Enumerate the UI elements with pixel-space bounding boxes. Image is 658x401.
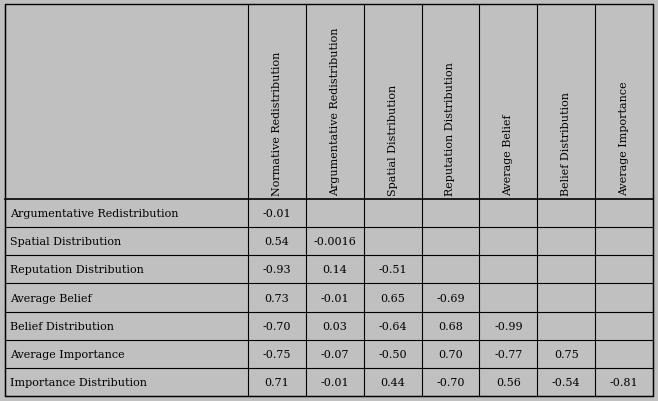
Text: 0.03: 0.03 [322, 321, 347, 331]
Text: -0.01: -0.01 [320, 293, 349, 303]
Text: -0.51: -0.51 [378, 265, 407, 275]
Text: Spatial Distribution: Spatial Distribution [388, 85, 397, 196]
Text: Spatial Distribution: Spatial Distribution [10, 237, 121, 247]
Text: -0.07: -0.07 [320, 349, 349, 359]
Text: Average Belief: Average Belief [503, 114, 513, 196]
Text: 0.68: 0.68 [438, 321, 463, 331]
Text: 0.14: 0.14 [322, 265, 347, 275]
Text: 0.56: 0.56 [496, 377, 520, 387]
Text: -0.77: -0.77 [494, 349, 522, 359]
Text: -0.70: -0.70 [436, 377, 465, 387]
Text: -0.75: -0.75 [263, 349, 291, 359]
Text: -0.81: -0.81 [610, 377, 638, 387]
Text: Belief Distribution: Belief Distribution [561, 92, 571, 196]
Text: -0.01: -0.01 [320, 377, 349, 387]
Text: 0.54: 0.54 [265, 237, 290, 247]
Text: 0.73: 0.73 [265, 293, 290, 303]
Text: Argumentative Redistribution: Argumentative Redistribution [10, 209, 178, 219]
Text: -0.0016: -0.0016 [313, 237, 356, 247]
Text: -0.70: -0.70 [263, 321, 291, 331]
Text: -0.99: -0.99 [494, 321, 522, 331]
Text: -0.54: -0.54 [552, 377, 580, 387]
Text: Average Belief: Average Belief [10, 293, 91, 303]
Text: -0.01: -0.01 [263, 209, 291, 219]
Text: 0.70: 0.70 [438, 349, 463, 359]
Text: 0.44: 0.44 [380, 377, 405, 387]
Text: 0.71: 0.71 [265, 377, 290, 387]
Text: Argumentative Redistribution: Argumentative Redistribution [330, 27, 340, 196]
Text: -0.69: -0.69 [436, 293, 465, 303]
Text: Importance Distribution: Importance Distribution [10, 377, 147, 387]
Text: Normative Redistribution: Normative Redistribution [272, 51, 282, 196]
Text: -0.64: -0.64 [378, 321, 407, 331]
Text: Reputation Distribution: Reputation Distribution [10, 265, 144, 275]
Text: -0.50: -0.50 [378, 349, 407, 359]
Text: -0.93: -0.93 [263, 265, 291, 275]
Text: 0.75: 0.75 [554, 349, 578, 359]
Text: Average Importance: Average Importance [10, 349, 124, 359]
Text: 0.65: 0.65 [380, 293, 405, 303]
Text: Belief Distribution: Belief Distribution [10, 321, 114, 331]
Text: Reputation Distribution: Reputation Distribution [445, 62, 455, 196]
Text: Average Importance: Average Importance [619, 81, 629, 196]
